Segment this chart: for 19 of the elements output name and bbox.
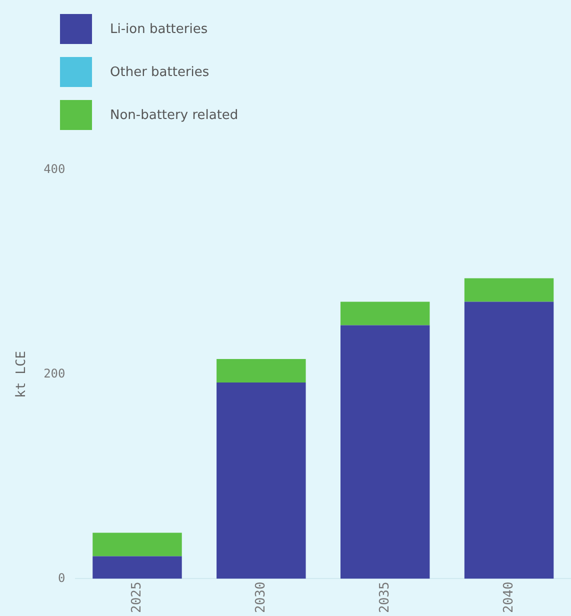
bar xyxy=(92,556,182,579)
y-axis-title: kt LCE xyxy=(14,350,30,398)
y-tick-label: 400 xyxy=(44,162,66,176)
legend-label: Li-ion batteries xyxy=(110,22,208,36)
bar xyxy=(216,382,306,579)
bar xyxy=(464,302,554,579)
legend-label: Other batteries xyxy=(110,64,210,80)
bar xyxy=(340,302,430,326)
x-tick-label: 2040 xyxy=(501,582,516,614)
x-tick-label: 2035 xyxy=(377,582,392,614)
x-tick-label: 2025 xyxy=(130,582,145,614)
bar xyxy=(216,359,306,383)
bar xyxy=(340,325,430,579)
bar xyxy=(464,278,554,302)
legend-label: Non-battery related xyxy=(110,108,238,122)
bar xyxy=(92,532,182,556)
y-tick-label: 0 xyxy=(58,570,66,585)
x-tick-label: 2030 xyxy=(254,582,269,614)
y-tick-label: 200 xyxy=(44,366,66,380)
